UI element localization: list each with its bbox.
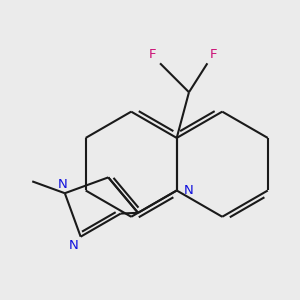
Text: N: N	[184, 184, 193, 197]
Text: N: N	[58, 178, 68, 191]
Text: F: F	[148, 48, 156, 61]
Text: F: F	[210, 48, 218, 61]
Text: N: N	[68, 239, 78, 252]
